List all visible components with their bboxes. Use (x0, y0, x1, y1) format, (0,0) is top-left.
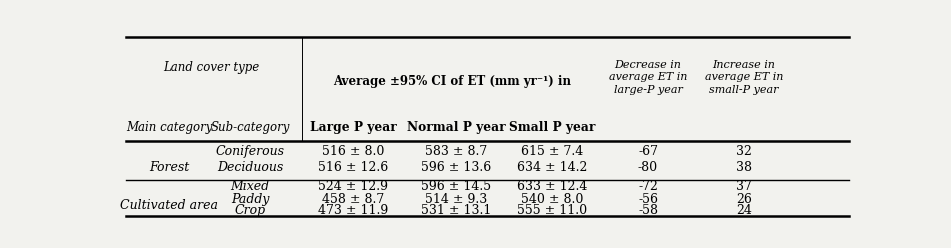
Text: 540 ± 8.0: 540 ± 8.0 (521, 193, 583, 206)
Text: 615 ± 7.4: 615 ± 7.4 (521, 146, 583, 158)
Text: 458 ± 8.7: 458 ± 8.7 (322, 193, 384, 206)
Text: 24: 24 (736, 204, 752, 217)
Text: Main category: Main category (126, 121, 212, 134)
Text: 524 ± 12.9: 524 ± 12.9 (319, 180, 388, 193)
Text: 531 ± 13.1: 531 ± 13.1 (421, 204, 492, 217)
Text: Forest: Forest (149, 161, 189, 174)
Text: 583 ± 8.7: 583 ± 8.7 (425, 146, 488, 158)
Text: -72: -72 (638, 180, 658, 193)
Text: Coniferous: Coniferous (216, 146, 284, 158)
Text: Crop: Crop (235, 204, 265, 217)
Text: 555 ± 11.0: 555 ± 11.0 (517, 204, 588, 217)
Text: Small P year: Small P year (509, 121, 595, 134)
Text: -56: -56 (638, 193, 658, 206)
Text: Normal P year: Normal P year (407, 121, 506, 134)
Text: Large P year: Large P year (310, 121, 397, 134)
Text: -80: -80 (638, 161, 658, 174)
Text: 38: 38 (736, 161, 752, 174)
Text: Decrease in
average ET in
large-P year: Decrease in average ET in large-P year (609, 60, 688, 95)
Text: 514 ± 9.3: 514 ± 9.3 (425, 193, 488, 206)
Text: 32: 32 (736, 146, 752, 158)
Text: 633 ± 12.4: 633 ± 12.4 (517, 180, 588, 193)
Text: 596 ± 14.5: 596 ± 14.5 (421, 180, 492, 193)
Text: 596 ± 13.6: 596 ± 13.6 (421, 161, 492, 174)
Text: Paddy: Paddy (231, 193, 269, 206)
Text: Average ±95% CI of ET (mm yr⁻¹) in: Average ±95% CI of ET (mm yr⁻¹) in (333, 75, 571, 88)
Text: 516 ± 12.6: 516 ± 12.6 (319, 161, 388, 174)
Text: Increase in
average ET in
small-P year: Increase in average ET in small-P year (705, 60, 783, 95)
Text: 26: 26 (736, 193, 752, 206)
Text: 516 ± 8.0: 516 ± 8.0 (322, 146, 384, 158)
Text: Cultivated area: Cultivated area (120, 199, 218, 212)
Text: Sub-category: Sub-category (210, 121, 290, 134)
Text: 37: 37 (736, 180, 752, 193)
Text: 634 ± 14.2: 634 ± 14.2 (517, 161, 588, 174)
Text: 473 ± 11.9: 473 ± 11.9 (319, 204, 388, 217)
Text: Mixed: Mixed (230, 180, 270, 193)
Text: Land cover type: Land cover type (163, 62, 259, 74)
Text: -58: -58 (638, 204, 658, 217)
Text: Deciduous: Deciduous (217, 161, 283, 174)
Text: -67: -67 (638, 146, 658, 158)
